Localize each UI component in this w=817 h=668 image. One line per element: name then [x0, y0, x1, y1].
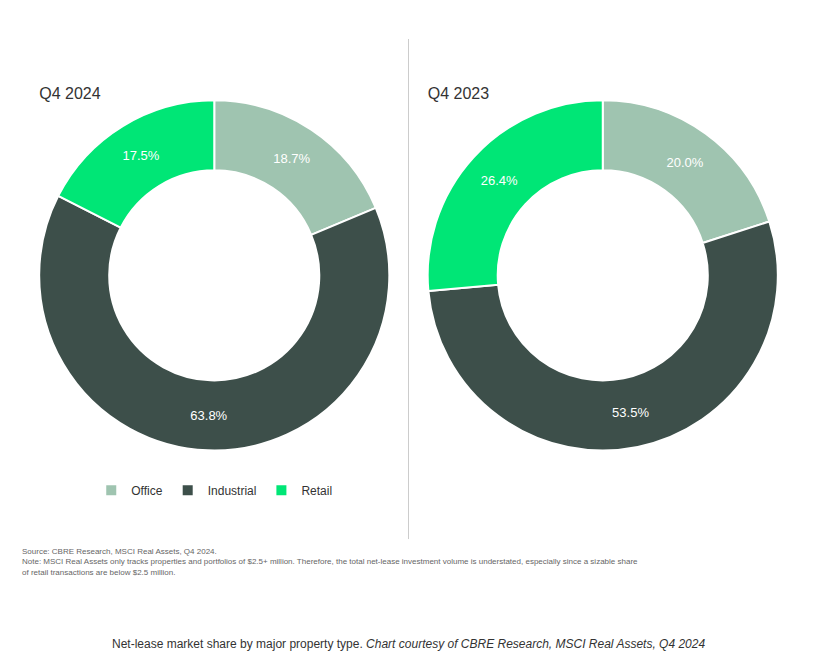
svg-text:Net-lease market share by majo: Net-lease market share by major property… — [112, 637, 705, 651]
svg-text:Source: CBRE Research, MSCI Re: Source: CBRE Research, MSCI Real Assets,… — [22, 547, 638, 577]
svg-text:18.7%: 18.7% — [273, 151, 310, 166]
svg-text:Industrial: Industrial — [208, 484, 257, 498]
svg-text:Q4 2023: Q4 2023 — [428, 85, 489, 102]
svg-text:63.8%: 63.8% — [190, 408, 227, 423]
svg-text:20.0%: 20.0% — [666, 155, 703, 170]
svg-text:Office: Office — [131, 484, 162, 498]
svg-text:Retail: Retail — [301, 484, 332, 498]
svg-text:Q4 2024: Q4 2024 — [39, 85, 100, 102]
svg-text:26.4%: 26.4% — [481, 173, 518, 188]
svg-text:53.5%: 53.5% — [612, 405, 649, 420]
svg-text:17.5%: 17.5% — [122, 148, 159, 163]
